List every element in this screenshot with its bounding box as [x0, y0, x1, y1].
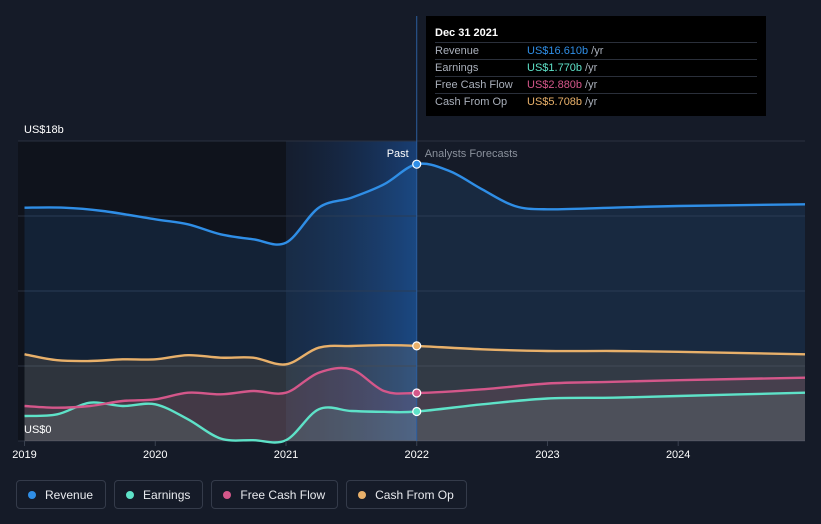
free-cash-flow-line — [24, 366, 806, 409]
tooltip-unit: /yr — [585, 79, 598, 91]
tooltip-markers — [412, 159, 422, 417]
x-tick-label: 2020 — [143, 449, 167, 461]
revenue-area — [24, 163, 805, 441]
legend-item-free-cash-flow[interactable]: Free Cash Flow — [211, 480, 339, 509]
earnings-area — [24, 392, 805, 443]
tooltip-label: Cash From Op — [435, 96, 508, 108]
series-lines — [24, 162, 806, 444]
tooltip-value: US$16.610b — [527, 45, 589, 57]
tooltip-row-revenue: Revenue US$16.610b /yr — [435, 42, 757, 59]
y-axis-top-label: US$18b — [24, 124, 64, 136]
free-cash-flow-area — [24, 367, 805, 441]
legend-item-revenue[interactable]: Revenue — [16, 480, 107, 509]
tooltip-row-cash-from-op: Cash From Op US$5.708b /yr — [435, 93, 757, 110]
legend: Revenue Earnings Free Cash Flow Cash Fro… — [16, 480, 467, 509]
tooltip-row-free-cash-flow: Free Cash Flow US$2.880b /yr — [435, 76, 757, 93]
free-cash-flow-dot-icon — [223, 490, 232, 499]
tooltip-row-earnings: Earnings US$1.770b /yr — [435, 59, 757, 76]
tooltip-unit: /yr — [585, 96, 598, 108]
tooltip-unit: /yr — [585, 62, 598, 74]
tooltip-unit: /yr — [591, 45, 604, 57]
tooltip-label: Revenue — [435, 45, 480, 57]
revenue-dot-icon — [28, 490, 36, 499]
x-axis-ticks: 2019 2020 2021 2022 2023 2024 — [12, 441, 690, 461]
revenue-line — [24, 162, 806, 246]
x-tick-label: 2022 — [404, 449, 428, 461]
cash-from-op-dot-icon — [358, 490, 367, 499]
forecast-label: Analysts Forecasts — [425, 148, 518, 160]
tooltip-value: US$2.880b — [527, 79, 583, 91]
x-tick-label: 2021 — [274, 449, 298, 461]
earnings-marker — [412, 406, 422, 417]
legend-label: Revenue — [45, 487, 94, 502]
tooltip-label: Free Cash Flow — [435, 79, 513, 91]
x-tick-label: 2024 — [666, 449, 690, 461]
earnings-dot-icon — [126, 490, 135, 499]
tooltip-date: Dec 31 2021 — [435, 27, 498, 39]
tooltip-label: Earnings — [435, 62, 479, 74]
tooltip: Dec 31 2021 Revenue US$16.610b /yr Earni… — [426, 16, 766, 116]
legend-label: Free Cash Flow — [240, 487, 326, 502]
legend-label: Cash From Op — [375, 487, 454, 502]
legend-label: Earnings — [143, 487, 191, 502]
cash-from-op-marker — [412, 341, 422, 351]
x-tick-label: 2019 — [12, 449, 36, 461]
legend-item-earnings[interactable]: Earnings — [114, 480, 204, 509]
cash-from-op-line — [24, 343, 806, 366]
x-tick-label: 2023 — [535, 449, 559, 461]
gridlines — [18, 140, 805, 442]
revenue-marker — [412, 159, 422, 169]
past-label: Past — [387, 148, 409, 160]
free-cash-flow-marker — [412, 388, 422, 398]
tooltip-value: US$5.708b — [527, 96, 583, 108]
y-axis-bottom-label: US$0 — [24, 424, 52, 436]
legend-item-cash-from-op[interactable]: Cash From Op — [346, 480, 467, 509]
tooltip-value: US$1.770b — [527, 62, 583, 74]
earnings-line — [24, 391, 806, 444]
